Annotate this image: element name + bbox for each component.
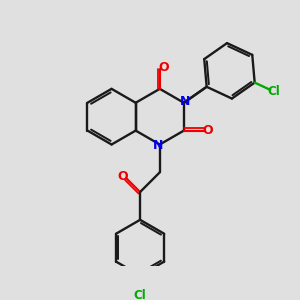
Text: N: N	[153, 139, 164, 152]
Text: O: O	[202, 124, 213, 137]
Text: Cl: Cl	[134, 290, 146, 300]
Text: Cl: Cl	[267, 85, 280, 98]
Text: O: O	[158, 61, 169, 74]
Text: N: N	[179, 95, 190, 108]
Text: O: O	[118, 170, 128, 183]
